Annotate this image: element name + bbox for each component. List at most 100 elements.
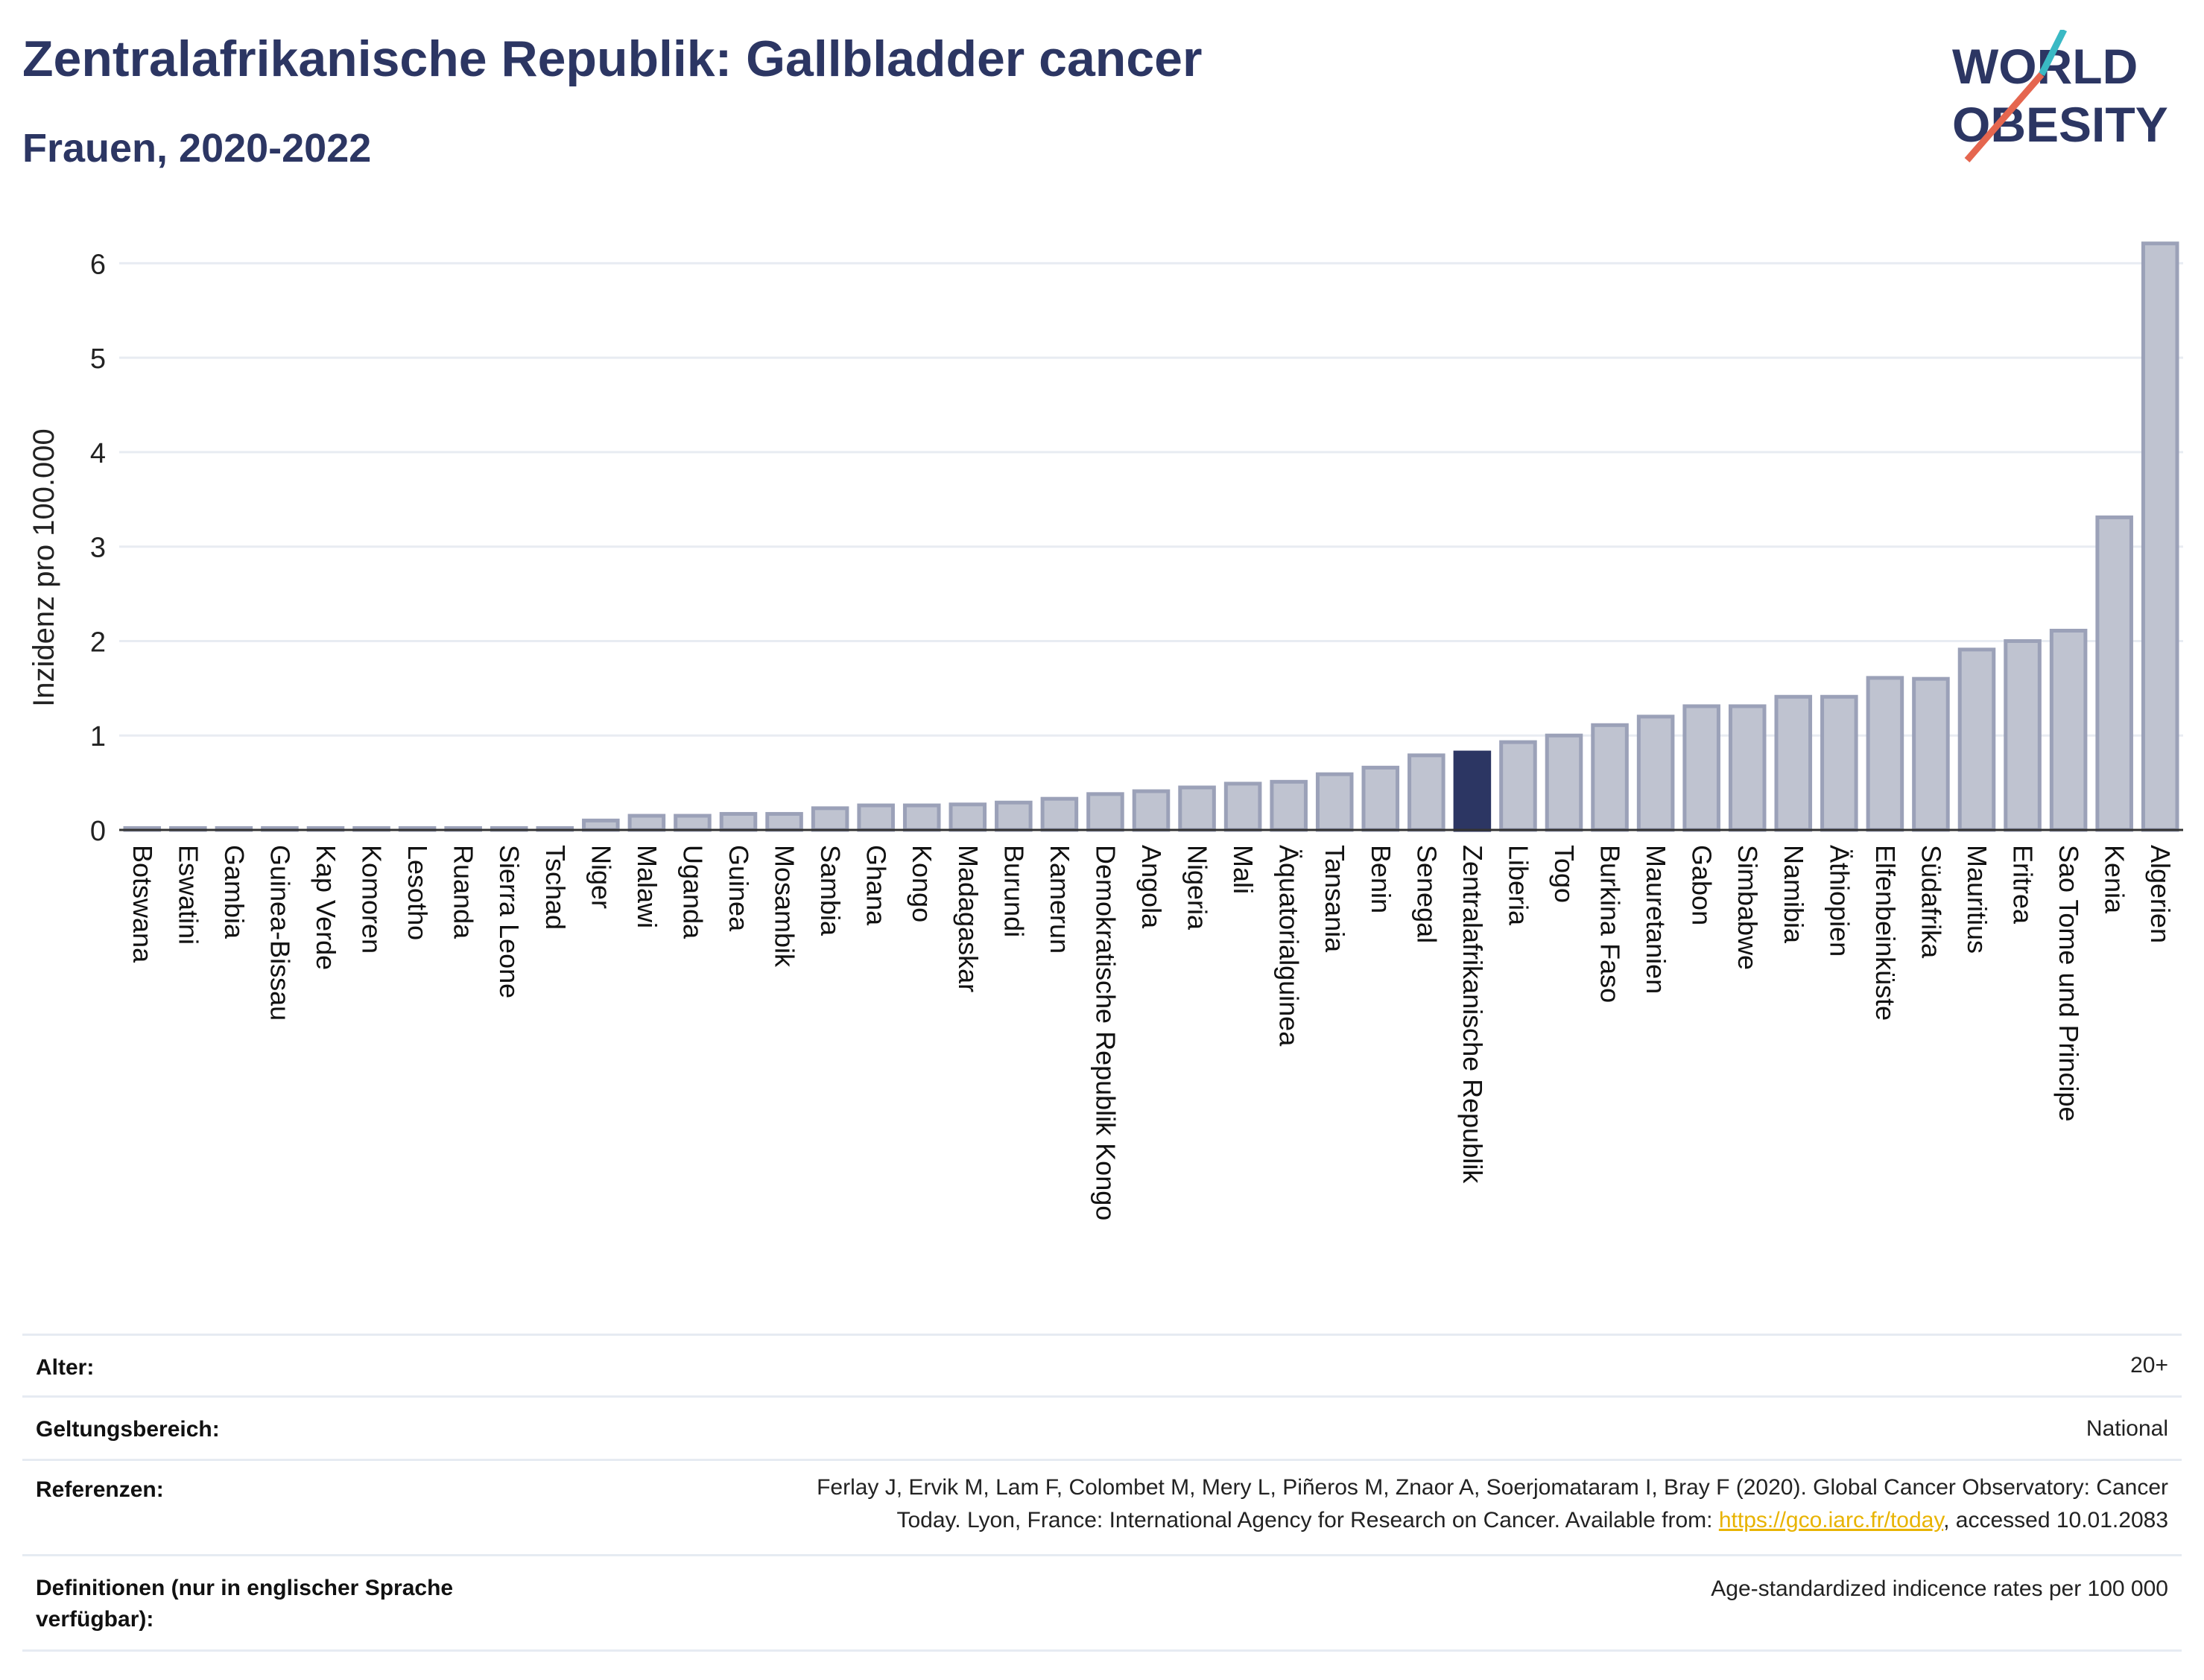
y-tick-label: 3 <box>90 533 106 564</box>
y-tick-label: 5 <box>90 343 106 375</box>
x-tick-label: Togo <box>1549 845 1580 903</box>
x-tick-label: Liberia <box>1503 845 1533 926</box>
x-tick-label: Kap Verde <box>311 845 341 970</box>
bar[interactable] <box>2049 629 2088 832</box>
bar[interactable] <box>1086 792 1124 832</box>
x-tick-label: Burundi <box>998 845 1029 937</box>
bar[interactable] <box>1591 723 1629 832</box>
bar[interactable] <box>1499 740 1537 832</box>
page-title: Zentralafrikanische Republik: Gallbladde… <box>22 31 1203 87</box>
bar[interactable] <box>949 802 987 832</box>
meta-value-references: Ferlay J, Ervik M, Lam F, Colombet M, Me… <box>817 1471 2168 1537</box>
reference-line2: Today. Lyon, France: International Agenc… <box>896 1508 2168 1532</box>
x-tick-label: Mauritius <box>1962 845 1992 954</box>
x-tick-label: Uganda <box>677 845 708 939</box>
x-tick-label: Mauretanien <box>1641 845 1671 994</box>
x-axis-ticks: Botswana Eswatini Gambia Guinea-Bissau Kap V… <box>127 845 2176 1220</box>
meta-row-scope: Geltungsbereich: National <box>22 1395 2182 1459</box>
meta-label-scope: Geltungsbereich: <box>36 1417 220 1442</box>
page-subtitle: Frauen, 2020-2022 <box>22 126 372 171</box>
bar[interactable] <box>1774 694 1813 832</box>
bar[interactable] <box>627 814 666 832</box>
x-tick-label: Angola <box>1136 845 1167 929</box>
bar[interactable] <box>1132 789 1171 832</box>
x-tick-label: Demokratische Republik Kongo <box>1090 845 1121 1220</box>
x-tick-label: Sao Tome und Principe <box>2053 845 2084 1122</box>
x-tick-label: Mosambik <box>770 845 800 968</box>
bar[interactable] <box>1178 785 1216 832</box>
bar-chart: 0 1 2 3 4 5 6 Botswana Eswatini Gambia Guinea-Bis… <box>28 241 2183 1220</box>
bar[interactable] <box>674 814 712 832</box>
bar[interactable] <box>995 800 1033 832</box>
bar[interactable] <box>1682 704 1720 832</box>
logo-slash-red <box>1964 72 2045 162</box>
bar[interactable] <box>857 803 895 832</box>
x-tick-label: Simbabwe <box>1732 845 1763 970</box>
bar[interactable] <box>1866 676 1904 832</box>
y-tick-label: 2 <box>90 627 106 658</box>
bar[interactable] <box>2004 638 2042 832</box>
bar[interactable] <box>1636 714 1675 832</box>
bar[interactable] <box>1728 704 1767 832</box>
metadata-table: Alter: 20+ Geltungsbereich: National Ref… <box>22 1334 2182 1652</box>
x-tick-label: Malawi <box>632 845 662 928</box>
x-tick-label: Niger <box>586 845 616 909</box>
x-tick-label: Äthiopien <box>1824 845 1855 957</box>
x-tick-label: Elfenbeinküste <box>1870 845 1901 1021</box>
x-tick-label: Äquatorialguinea <box>1274 845 1305 1047</box>
bar[interactable] <box>1270 779 1308 832</box>
bar[interactable] <box>1545 733 1583 832</box>
bar[interactable] <box>1453 750 1492 832</box>
x-tick-label: Burkina Faso <box>1595 845 1626 1003</box>
chart-bars <box>123 241 2179 832</box>
bar[interactable] <box>1040 796 1079 832</box>
meta-value-definitions: Age-standardized indicence rates per 100… <box>1711 1576 2168 1601</box>
x-tick-label: Nigeria <box>1182 845 1213 931</box>
x-tick-label: Sierra Leone <box>494 845 525 998</box>
bar[interactable] <box>902 803 941 832</box>
meta-label-references: Referenzen: <box>36 1477 164 1502</box>
meta-row-age: Alter: 20+ <box>22 1334 2182 1395</box>
x-tick-label: Ruanda <box>449 845 479 939</box>
world-obesity-logo: WORLD OBESITY <box>1952 30 2168 162</box>
x-tick-label: Gambia <box>219 845 250 939</box>
bar[interactable] <box>2141 241 2179 832</box>
y-tick-label: 1 <box>90 721 106 752</box>
reference-line1: Ferlay J, Ervik M, Lam F, Colombet M, Me… <box>817 1475 2168 1500</box>
meta-row-definitions: Definitionen (nur in englischer Sprache … <box>22 1554 2182 1652</box>
x-tick-label: Lesotho <box>402 845 433 940</box>
y-axis-ticks: 0 1 2 3 4 5 6 <box>90 249 106 847</box>
x-tick-label: Senegal <box>1411 845 1442 943</box>
bar[interactable] <box>765 811 803 832</box>
bar[interactable] <box>1223 782 1262 832</box>
meta-value-age: 20+ <box>2130 1353 2168 1378</box>
meta-row-references: Referenzen: Ferlay J, Ervik M, Lam F, Co… <box>22 1459 2182 1554</box>
bar[interactable] <box>1957 647 1996 832</box>
bar[interactable] <box>2095 515 2133 832</box>
y-tick-label: 0 <box>90 816 106 847</box>
meta-value-scope: National <box>2086 1416 2168 1441</box>
x-tick-label: Tansania <box>1320 845 1350 953</box>
x-tick-label: Gabon <box>1687 845 1717 925</box>
x-tick-label: Guinea <box>723 845 754 932</box>
x-tick-label: Namibia <box>1779 845 1809 944</box>
logo-line2: OBESITY <box>1952 97 2168 152</box>
bar[interactable] <box>1315 772 1354 832</box>
bar[interactable] <box>719 811 758 832</box>
x-tick-label: Eritrea <box>2008 845 2039 925</box>
bar[interactable] <box>582 818 620 832</box>
x-tick-label: Guinea-Bissau <box>265 845 295 1021</box>
bar[interactable] <box>1820 694 1858 832</box>
y-axis-label: Inzidenz pro 100.000 <box>28 428 60 707</box>
bar[interactable] <box>1912 676 1950 832</box>
y-tick-label: 4 <box>90 438 106 469</box>
bar[interactable] <box>1361 765 1400 832</box>
x-tick-label: Südafrika <box>1916 845 1946 959</box>
y-tick-label: 6 <box>90 249 106 280</box>
meta-label-definitions: Definitionen (nur in englischer Sprache … <box>36 1576 454 1632</box>
bar[interactable] <box>811 806 849 832</box>
bar[interactable] <box>1407 753 1445 832</box>
logo-slash-teal <box>2038 30 2068 77</box>
reference-link[interactable]: https://gco.iarc.fr/today <box>1718 1508 1944 1532</box>
x-tick-label: Kenia <box>2100 845 2130 914</box>
